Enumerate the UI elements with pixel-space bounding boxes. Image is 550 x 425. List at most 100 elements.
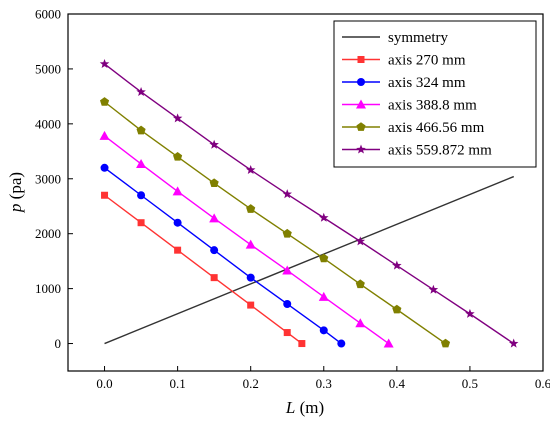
data-point [99,97,110,106]
series-line [104,167,342,345]
legend-label: axis 324 mm [388,75,466,91]
data-point [99,130,110,140]
data-point [137,191,146,200]
data-point [246,204,256,213]
data-point [136,158,147,168]
ticks-layer: 0.0 0.1 0.2 0.3 0.4 0.5 0.6 0 1000 2000 3000 4000 50… [35,7,550,392]
legend-marker [357,78,365,86]
legend-label: axis 559.872 mm [388,143,492,159]
x-tick-label: 0.6 [535,376,550,391]
x-tick-label: 0.5 [462,376,478,391]
data-point [101,191,109,199]
data-point [392,260,402,270]
data-point [209,178,219,188]
x-axis-title: L (m) [285,398,324,417]
data-point [247,301,255,309]
data-point [209,213,220,223]
data-point [283,299,292,308]
series-1 [101,191,306,348]
data-point [355,318,366,328]
data-point [508,338,519,348]
legend-label: symmetry [388,30,448,46]
data-point [173,218,182,227]
data-point [172,113,183,123]
data-point [172,186,183,196]
data-point [298,340,306,348]
data-point [245,164,256,175]
data-point [173,152,183,161]
legend-label: axis 388.8 mm [388,98,477,114]
legend-marker [356,144,366,154]
data-point [440,338,451,348]
data-point [355,279,365,289]
y-tick-label: 2000 [35,226,61,241]
legend-item: axis 559.872 mm [342,143,492,159]
y-axis-unit: (pa) [6,172,25,204]
data-point [245,239,256,249]
legend-label: axis 270 mm [388,53,466,69]
legend-item: axis 324 mm [342,75,466,91]
series-3 [99,130,394,348]
legend-item: axis 270 mm [342,53,466,69]
legend-box [333,20,537,168]
data-point [282,189,292,199]
legend: symmetry axis 270 mm axis 324 mm axis 388.8… [333,20,537,168]
data-point [174,246,182,254]
x-tick-label: 0.4 [389,376,406,391]
legend-marker [357,56,365,63]
data-point [318,291,329,301]
y-tick-label: 6000 [35,7,61,22]
y-tick-label: 3000 [35,171,61,186]
data-point [210,246,219,255]
y-axis-title: p (pa) [6,172,25,213]
y-tick-label: 5000 [35,61,61,76]
data-point [319,253,329,263]
data-point [337,339,346,348]
x-tick-label: 0.2 [243,376,259,391]
x-tick-label: 0.0 [96,376,112,391]
data-point [428,284,439,294]
y-tick-label: 1000 [35,281,61,296]
data-point [465,308,475,318]
data-point [282,265,293,275]
data-point [100,163,109,172]
y-tick-label: 4000 [35,116,61,131]
legend-label: axis 466.56 mm [388,120,485,136]
legend-item: axis 388.8 mm [342,98,477,114]
series-line [104,194,303,345]
x-axis-unit: (m) [295,398,324,417]
series-5 [99,58,519,348]
legend-marker [356,122,366,131]
data-point [246,273,255,282]
x-tick-label: 0.3 [316,376,332,391]
data-point [99,58,110,69]
legend-items: symmetry axis 270 mm axis 324 mm axis 388.8… [342,30,492,159]
x-axis-variable: L [285,398,295,417]
series-2 [100,163,346,348]
y-tick-label: 0 [55,336,62,351]
series-layer [99,58,519,348]
data-point [210,274,218,282]
series-line [104,175,515,345]
data-point [209,139,219,149]
y-axis-variable: p [6,204,25,214]
series-line [104,63,515,345]
series-4 [99,97,451,348]
data-point [355,236,366,246]
data-point [282,228,292,238]
series-line [104,101,446,345]
data-point [319,212,329,222]
series-0 [104,175,515,345]
legend-item: symmetry [342,30,448,46]
data-point [136,125,146,135]
x-tick-label: 0.1 [169,376,185,391]
data-point [383,338,394,348]
plot-area: 0.0 0.1 0.2 0.3 0.4 0.5 0.6 0 1000 2000 3000 4000 50… [35,7,550,392]
data-point [319,326,328,335]
data-point [137,219,145,227]
legend-item: axis 466.56 mm [342,120,485,136]
plot-frame [67,13,544,372]
data-point [392,304,402,314]
data-point [283,329,291,337]
